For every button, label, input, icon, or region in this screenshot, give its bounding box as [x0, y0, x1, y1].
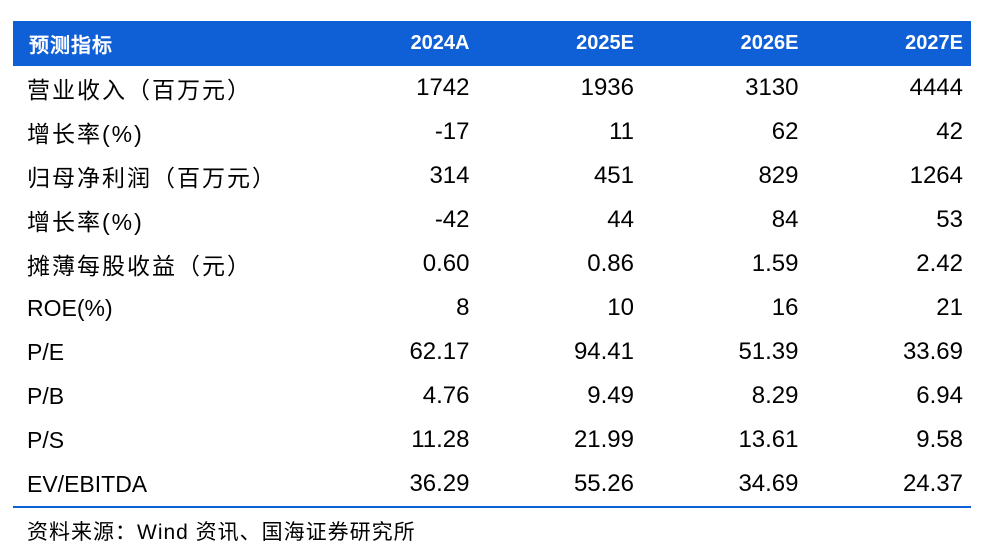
row-label: 摊薄每股收益（元）: [27, 253, 252, 279]
value-cell: 4444: [909, 74, 963, 101]
header-label-cell: 预测指标: [29, 35, 113, 57]
table-row: 营业收入（百万元） 1742 1936 3130 4444: [13, 66, 971, 110]
value-cell: 3130: [745, 74, 799, 101]
value-cell: 8.29: [751, 382, 799, 409]
value-cell: 51.39: [738, 338, 799, 365]
value-cell: 9.58: [916, 426, 963, 453]
value-cell: 62: [771, 118, 799, 145]
value-cell: 11.28: [411, 426, 470, 453]
value-cell: 36.29: [409, 470, 470, 497]
value-cell: 55.26: [573, 470, 634, 497]
value-cell: 2.42: [916, 250, 963, 277]
value-cell: 4.76: [422, 382, 470, 409]
table-row: P/S 11.28 21.99 13.61 9.58: [13, 418, 971, 462]
value-cell: 1936: [580, 74, 634, 101]
value-cell: -42: [434, 206, 470, 233]
header-year-cell: 2027E: [905, 32, 963, 54]
value-cell: 94.41: [573, 338, 634, 365]
value-cell: 84: [771, 206, 799, 233]
row-label: EV/EBITDA: [27, 470, 148, 497]
table-row: 增长率(%) -42 44 84 53: [13, 198, 971, 242]
row-label: P/B: [27, 382, 65, 409]
value-cell: 62.17: [409, 338, 470, 365]
value-cell: 21: [936, 294, 963, 321]
value-cell: 0.86: [587, 250, 634, 277]
row-label: P/E: [27, 338, 65, 365]
header-year-cell: 2026E: [740, 32, 799, 54]
row-label: ROE(%): [27, 294, 113, 321]
value-cell: 16: [771, 294, 799, 321]
value-cell: 1264: [909, 162, 963, 189]
header-year-cell: 2024A: [410, 32, 470, 54]
row-label: P/S: [27, 426, 65, 453]
value-cell: 34.69: [738, 470, 799, 497]
table-row: 归母净利润（百万元） 314 451 829 1264: [13, 154, 971, 198]
value-cell: 8: [456, 294, 470, 321]
value-cell: 829: [758, 162, 799, 189]
table-row: ROE(%) 8 10 16 21: [13, 286, 971, 330]
value-cell: 24.37: [902, 470, 963, 497]
table-header-row: 预测指标 2024A 2025E 2026E 2027E: [13, 21, 971, 66]
row-label: 归母净利润（百万元）: [27, 165, 277, 191]
value-cell: 10: [607, 294, 634, 321]
forecast-table: 预测指标 2024A 2025E 2026E 2027E 营业收入（百万元） 1…: [13, 21, 971, 506]
row-label: 增长率(%): [27, 121, 144, 147]
value-cell: 6.94: [916, 382, 963, 409]
table-row: P/E 62.17 94.41 51.39 33.69: [13, 330, 971, 374]
value-cell: 9.49: [587, 382, 634, 409]
value-cell: -17: [434, 118, 470, 145]
forecast-table-container: 预测指标 2024A 2025E 2026E 2027E 营业收入（百万元） 1…: [13, 21, 971, 508]
value-cell: 13.61: [738, 426, 799, 453]
table-row: EV/EBITDA 36.29 55.26 34.69 24.37: [13, 462, 971, 506]
table-row: 摊薄每股收益（元） 0.60 0.86 1.59 2.42: [13, 242, 971, 286]
table-bottom-rule: [13, 506, 971, 508]
value-cell: 0.60: [422, 250, 470, 277]
value-cell: 314: [429, 162, 470, 189]
value-cell: 44: [607, 206, 634, 233]
value-cell: 1742: [416, 74, 470, 101]
value-cell: 53: [936, 206, 963, 233]
row-label: 增长率(%): [27, 209, 144, 235]
value-cell: 21.99: [573, 426, 634, 453]
value-cell: 11: [609, 118, 634, 145]
header-year-cell: 2025E: [576, 32, 634, 54]
value-cell: 451: [593, 162, 634, 189]
row-label: 营业收入（百万元）: [27, 77, 252, 103]
value-cell: 42: [936, 118, 963, 145]
value-cell: 1.59: [751, 250, 799, 277]
value-cell: 33.69: [902, 338, 963, 365]
source-note: 资料来源：Wind 资讯、国海证券研究所: [27, 521, 416, 544]
table-row: 增长率(%) -17 11 62 42: [13, 110, 971, 154]
table-row: P/B 4.76 9.49 8.29 6.94: [13, 374, 971, 418]
